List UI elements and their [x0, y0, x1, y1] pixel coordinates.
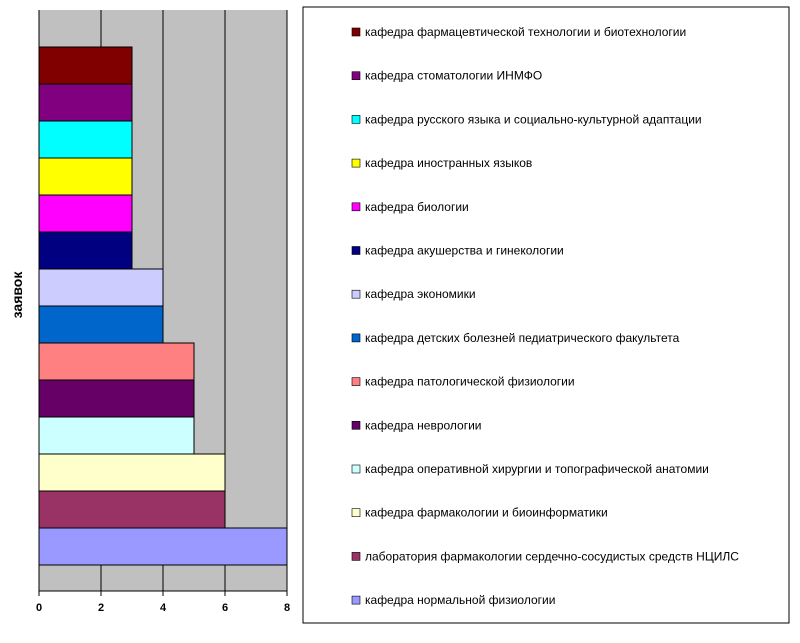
legend-label: кафедра биологии: [365, 200, 469, 214]
legend-label: кафедра русского языка и социально-культ…: [365, 112, 702, 126]
legend-swatch: [351, 289, 361, 299]
bar: [38, 120, 133, 159]
legend-label: кафедра стоматологии ИНМФО: [365, 69, 542, 83]
legend-swatch: [351, 158, 361, 168]
bar: [38, 231, 133, 270]
legend-label: кафедра фармацевтической технологии и би…: [365, 25, 686, 39]
x-tick-label: 4: [160, 602, 167, 614]
legend-swatch: [351, 115, 361, 124]
legend-label: кафедра оперативной хирургии и топографи…: [365, 462, 709, 476]
legend-label: кафедра патологической физиологии: [365, 375, 575, 389]
legend-swatch: [351, 333, 361, 343]
bar: [38, 83, 133, 122]
x-tick-label: 0: [36, 602, 42, 614]
legend: кафедра фармацевтической технологии и би…: [302, 6, 790, 624]
legend-label: кафедра нормальной физиологии: [365, 593, 555, 607]
legend-swatch: [351, 595, 361, 605]
bar: [38, 268, 164, 307]
legend-label: кафедра иностранных языков: [365, 156, 532, 170]
legend-swatch: [351, 508, 361, 518]
bar: [38, 453, 226, 492]
legend-swatch: [351, 377, 361, 386]
bar: [38, 194, 133, 233]
bar: [38, 157, 133, 196]
legend-swatch: [351, 246, 361, 255]
x-tick-label: 2: [98, 602, 104, 614]
bar: [38, 379, 195, 418]
legend-swatch: [351, 27, 361, 37]
x-tick-label: 8: [284, 602, 290, 614]
bar: [38, 490, 226, 529]
legend-swatch: [351, 420, 361, 430]
legend-label: кафедра акушерства и гинекологии: [365, 244, 564, 258]
legend-label: кафедра экономики: [365, 287, 476, 301]
legend-swatch: [351, 202, 361, 212]
bar: [38, 46, 133, 85]
legend-label: кафедра фармакологии и биоинформатики: [365, 506, 608, 520]
legend-label: кафедра неврологии: [365, 418, 482, 432]
legend-swatch: [351, 464, 361, 474]
legend-box: [302, 6, 790, 624]
legend-swatch: [351, 552, 361, 561]
x-tick-label: 6: [222, 602, 228, 614]
legend-label: лаборатория фармакологии сердечно-сосуди…: [365, 549, 739, 563]
legend-label: кафедра детских болезней педиатрического…: [365, 331, 680, 345]
bar: [38, 416, 195, 455]
y-axis-label: заявок: [9, 271, 25, 319]
bar: [38, 342, 195, 381]
bar: [38, 305, 164, 344]
legend-swatch: [351, 71, 361, 80]
plot-area: 0 2 4 6 8: [36, 10, 290, 614]
bar: [38, 527, 288, 566]
